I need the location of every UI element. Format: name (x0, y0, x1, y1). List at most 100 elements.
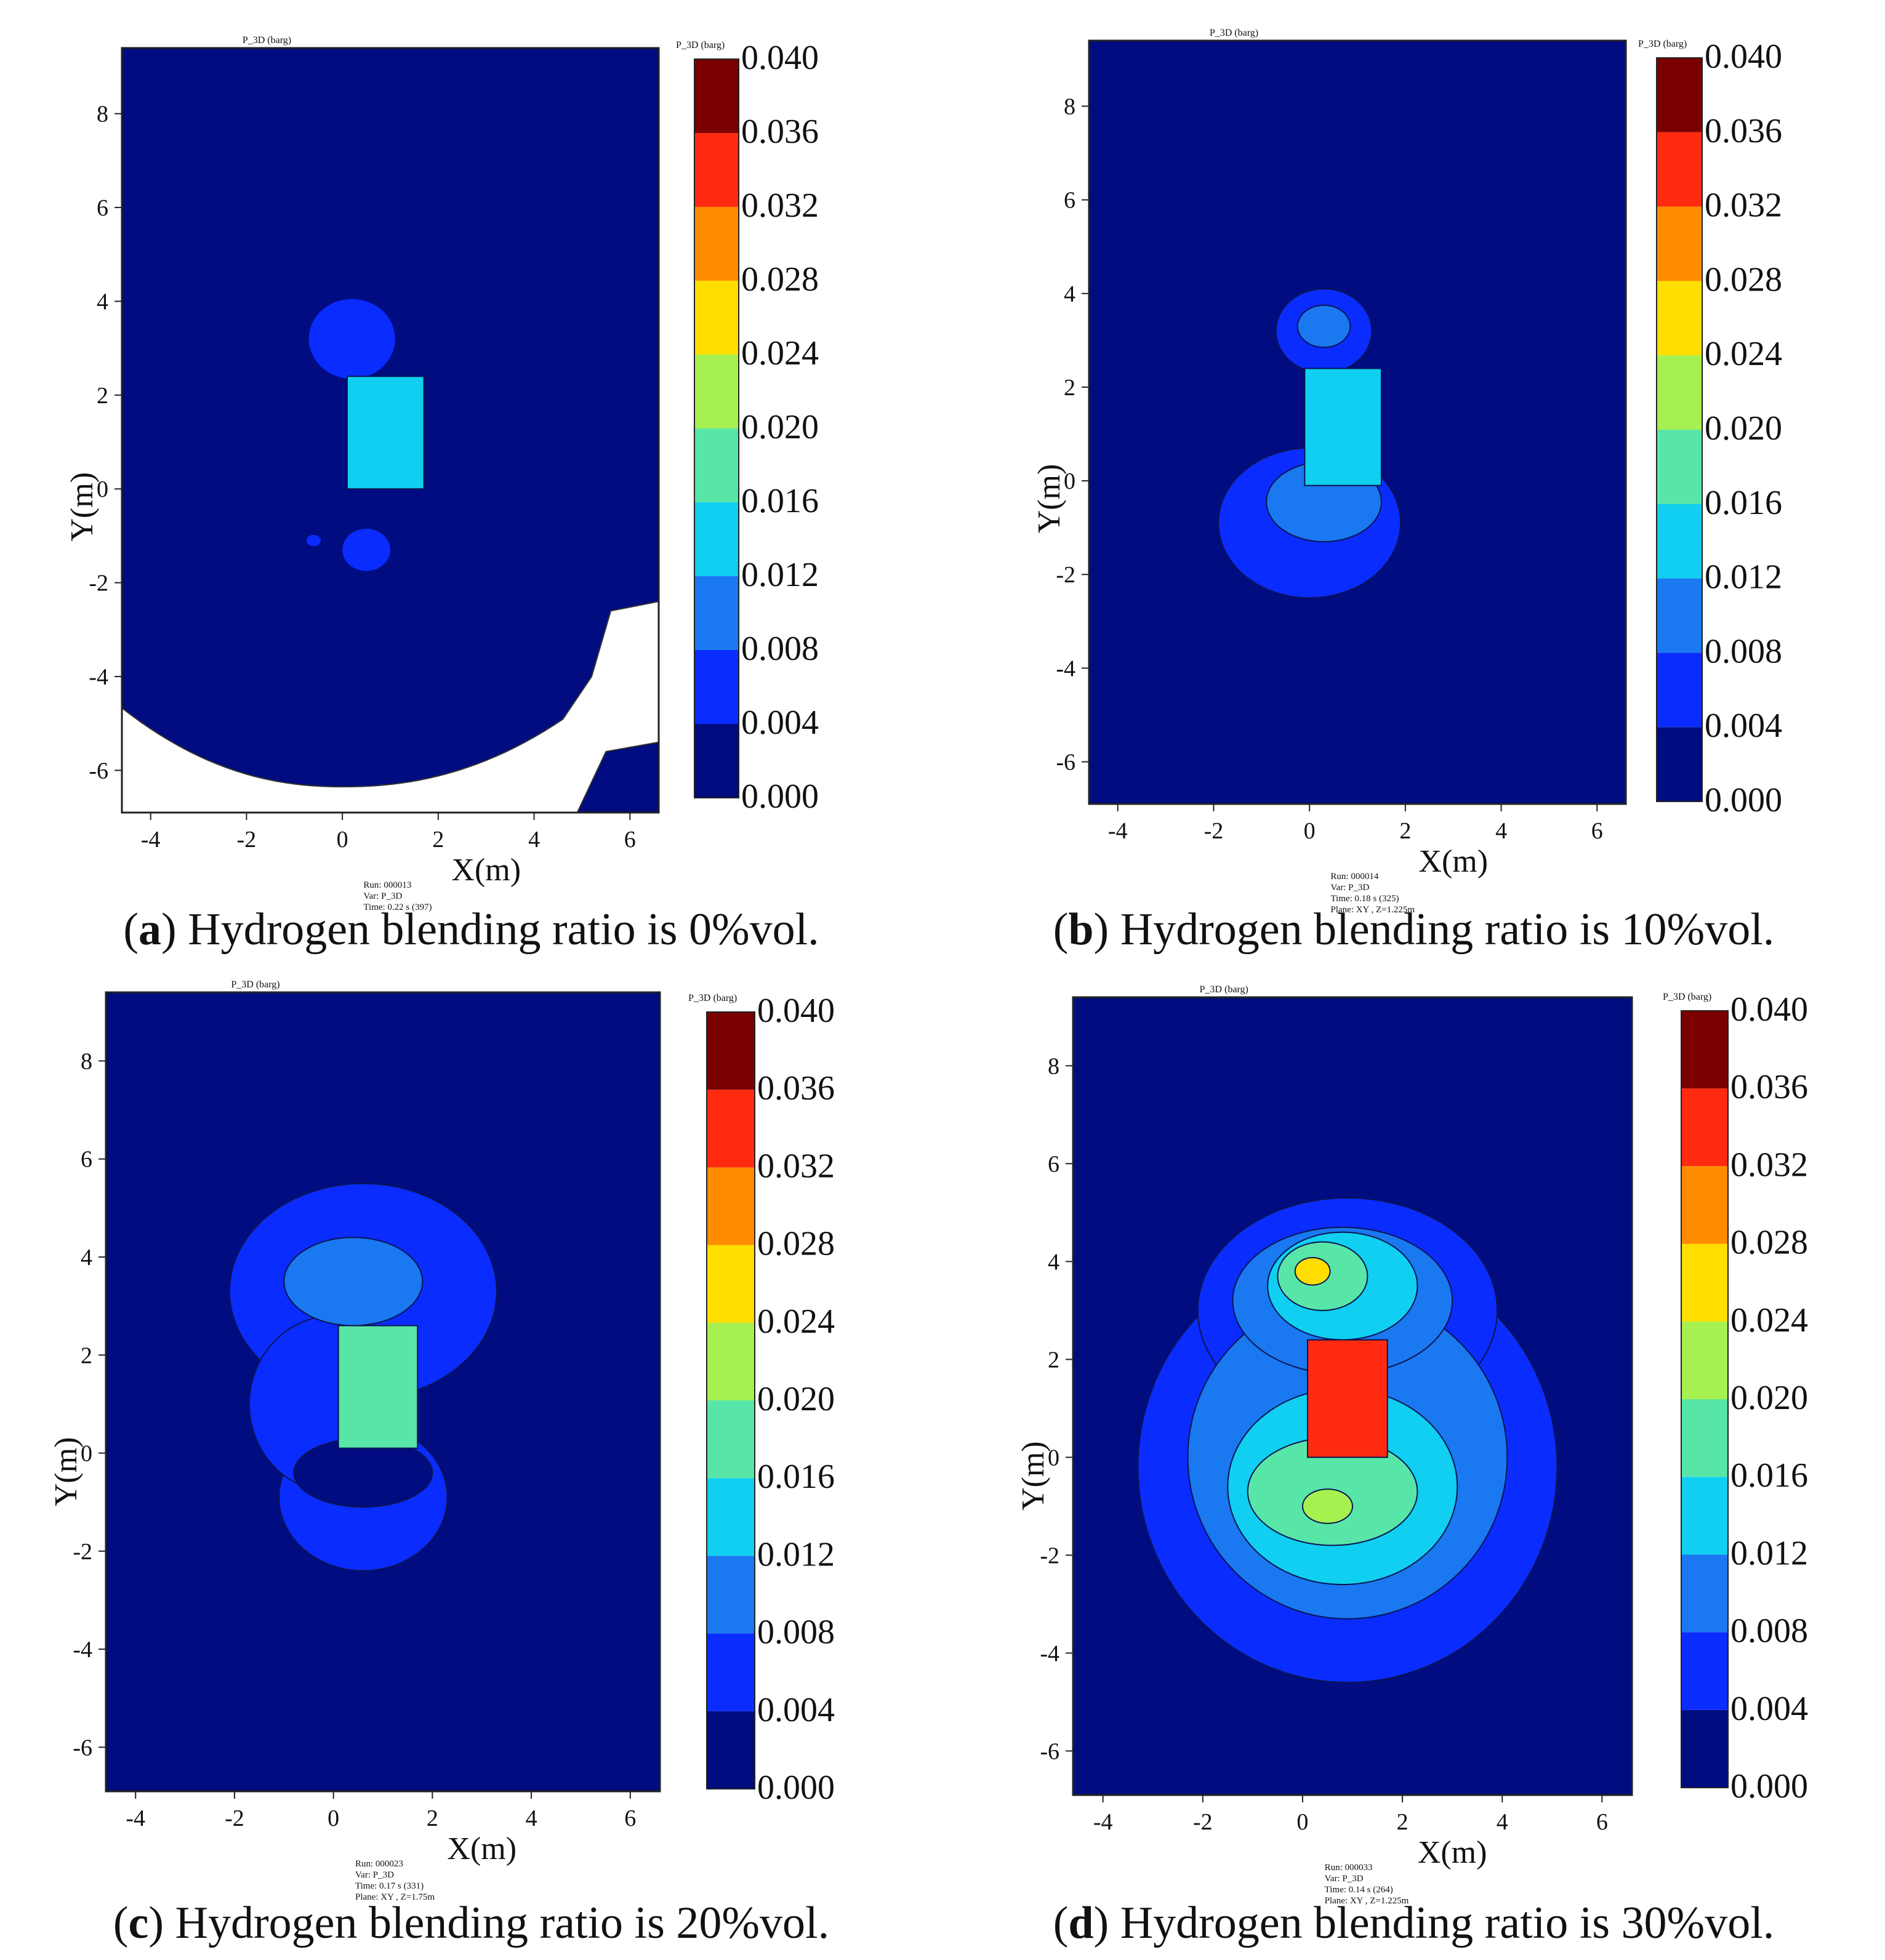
caption-d: (d) Hydrogen blending ratio is 30%vol. (1053, 1898, 1775, 1948)
contour-field (1073, 997, 1632, 1795)
y-tick-label: -4 (89, 664, 108, 690)
y-tick-label: 6 (97, 195, 108, 221)
y-tick-label: -6 (1056, 750, 1075, 776)
plot-frame (1072, 996, 1633, 1796)
caption-c: (c) Hydrogen blending ratio is 20%vol. (113, 1898, 830, 1948)
run-info-line: Run: 000013 (363, 880, 411, 890)
caption-letter: c (128, 1898, 149, 1948)
contour-region (1301, 1488, 1354, 1524)
colorbar-tick-label: 0.008 (741, 630, 819, 668)
caption-text: Hydrogen blending ratio is 0%vol. (188, 904, 819, 955)
colorbar-tick-label: 0.000 (1730, 1767, 1808, 1805)
colorbar-tick-label: 0.012 (1730, 1534, 1808, 1572)
colorbar-segment (707, 1012, 755, 1090)
x-tick-label: 4 (1495, 818, 1507, 844)
colorbar-frame (694, 58, 739, 798)
colorbar-segment (707, 1400, 755, 1479)
colorbar-segment (1657, 653, 1702, 728)
obstacle-block (1304, 367, 1382, 486)
colorbar-tick-label: 0.004 (741, 704, 819, 742)
colorbar-tick-label: 0.004 (1705, 707, 1782, 745)
colorbar-segment (694, 355, 739, 428)
y-tick-label: 0 (1048, 1445, 1059, 1471)
run-info-line: Var: P_3D (363, 891, 402, 901)
plot-a: -4 -2 0 2 4 6 -6 -4 -2 0 2 4 6 8 X(m) Y(m) P_3D (barg) P_… (65, 35, 819, 912)
colorbar-segment (1657, 206, 1702, 281)
x-tick-label: 6 (624, 827, 636, 853)
colorbar-segment (1657, 132, 1702, 207)
colorbar-segment (1657, 578, 1702, 653)
colorbar-segment (694, 428, 739, 502)
colorbar-segment (707, 1711, 755, 1789)
contour-region (308, 299, 395, 379)
y-tick-label: -4 (73, 1637, 92, 1663)
colorbar-segment (694, 133, 739, 207)
caption-text: Hydrogen blending ratio is 30%vol. (1120, 1898, 1775, 1948)
colorbar-segment (1657, 727, 1702, 801)
x-tick-label: -4 (126, 1805, 145, 1831)
caption-letter: b (1068, 904, 1094, 955)
colorbar-segment (707, 1322, 755, 1400)
run-info-line: Time: 0.18 s (325) (1330, 894, 1399, 904)
colorbar-tick-label: 0.032 (757, 1147, 835, 1185)
x-tick-label: 4 (528, 827, 540, 853)
y-tick-label: -2 (89, 571, 108, 596)
obstacle-block (1307, 1339, 1388, 1458)
y-tick-label: 2 (1048, 1347, 1059, 1373)
plot-d: -4 -2 0 2 4 6 -6 -4 -2 0 2 4 6 8 X(m) Y(m) P_3D (barg) P_… (1016, 984, 1808, 1906)
plot-frame (121, 47, 660, 814)
colorbar-segment (707, 1245, 755, 1323)
colorbar-segment (1681, 1243, 1728, 1322)
colorbar-segment (1681, 1477, 1728, 1555)
obstacle-block (337, 1325, 419, 1449)
y-tick-label: 2 (97, 383, 108, 409)
y-tick-label: 4 (1048, 1249, 1059, 1275)
colorbar-tick-label: 0.036 (1730, 1068, 1808, 1106)
contour-region (283, 1237, 424, 1327)
x-axis-label: X(m) (447, 1831, 516, 1866)
colorbar-tick-label: 0.008 (1705, 632, 1782, 670)
colorbar-title: P_3D (barg) (1663, 992, 1711, 1002)
colorbar-tick-label: 0.016 (741, 482, 819, 520)
y-axis-label: Y(m) (65, 472, 100, 542)
colorbar-segment (1681, 1399, 1728, 1477)
colorbar-tick-label: 0.012 (1705, 558, 1782, 596)
run-info-line: Var: P_3D (355, 1870, 394, 1880)
run-info-line: Run: 000014 (1330, 872, 1378, 882)
colorbar-tick-label: 0.036 (757, 1069, 835, 1107)
colorbar-segment (1657, 430, 1702, 504)
caption-letter: a (138, 904, 161, 955)
colorbar-tick-label: 0.020 (741, 408, 819, 446)
y-tick-label: -2 (73, 1539, 92, 1565)
y-tick-label: 2 (81, 1343, 92, 1368)
colorbar-tick-label: 0.032 (1730, 1146, 1808, 1184)
colorbar-tick-label: 0.004 (757, 1691, 835, 1729)
colorbar-segment (1681, 1166, 1728, 1244)
x-tick-label: 0 (337, 827, 348, 853)
y-tick-label: 4 (97, 289, 108, 315)
colorbar-tick-label: 0.012 (741, 556, 819, 594)
colorbar-tick-label: 0.024 (1705, 335, 1782, 373)
caption-letter: d (1068, 1898, 1094, 1948)
obstacle-block (346, 376, 425, 490)
colorbar-tick-label: 0.040 (741, 39, 819, 77)
colorbar-segment (1681, 1011, 1728, 1089)
y-tick-label: 0 (97, 476, 108, 502)
colorbar-segment (707, 1478, 755, 1556)
run-info-line: Var: P_3D (1325, 1874, 1364, 1884)
run-info-line: Plane: XY , Z=1.225m (1330, 905, 1415, 915)
colorbar-segment (694, 281, 739, 355)
caption-text: Hydrogen blending ratio is 10%vol. (1120, 904, 1775, 955)
colorbar-segment (1657, 58, 1702, 132)
colorbar-tick-label: 0.000 (741, 777, 819, 816)
panel-a: -4 -2 0 2 4 6 -6 -4 -2 0 2 4 6 8 X(m) Y(m) P_3D (barg) P_… (0, 0, 942, 980)
x-tick-label: -2 (225, 1805, 244, 1831)
y-axis-label: Y(m) (1016, 1441, 1051, 1511)
y-tick-label: 6 (1064, 188, 1075, 214)
colorbar-segment (707, 1633, 755, 1711)
x-tick-label: 6 (1591, 818, 1603, 844)
colorbar-tick-label: 0.028 (1705, 260, 1782, 299)
colorbar-segment (1681, 1088, 1728, 1167)
colorbar-tick-label: 0.012 (757, 1535, 835, 1573)
x-tick-label: 6 (624, 1805, 636, 1831)
